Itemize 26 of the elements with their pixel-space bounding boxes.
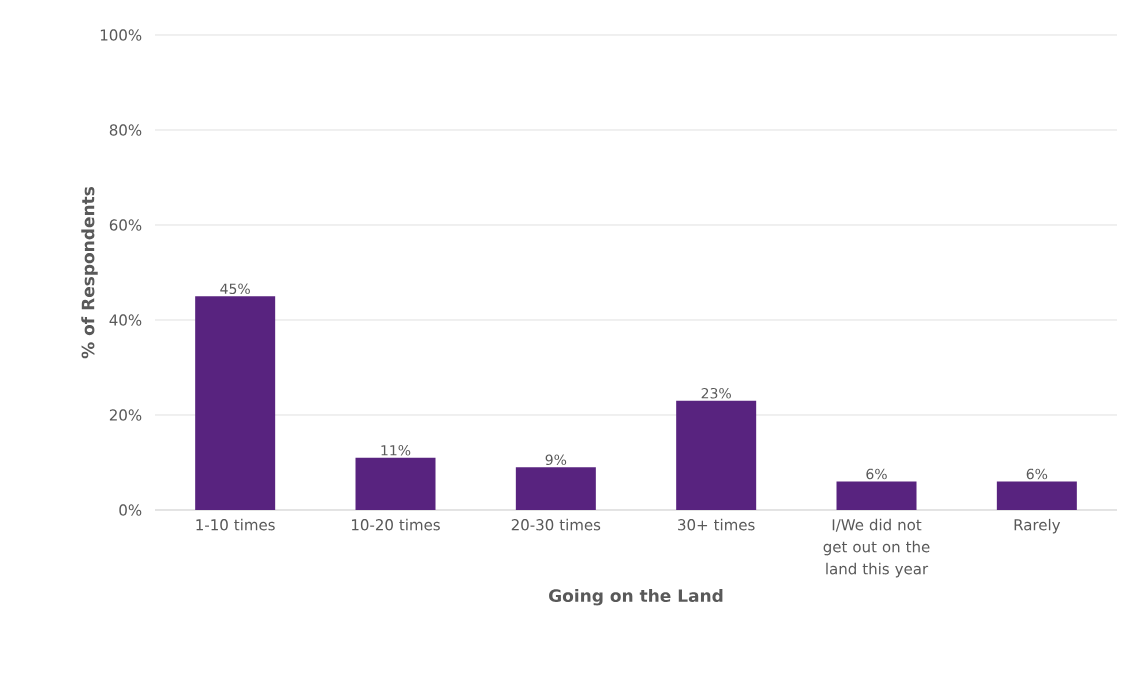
y-tick-label: 80% xyxy=(109,124,142,136)
y-axis-title: % of Respondents xyxy=(81,186,98,359)
x-tick-label: 30+ times xyxy=(678,518,755,531)
y-tick-label: 100% xyxy=(100,29,142,41)
x-axis-title: Going on the Land xyxy=(549,588,723,606)
data-label: 6% xyxy=(1026,468,1048,480)
y-tick-label: 60% xyxy=(109,219,142,231)
data-label: 6% xyxy=(866,468,887,480)
bar xyxy=(355,457,436,510)
y-tick-label: 20% xyxy=(109,409,142,421)
data-label: 11% xyxy=(381,444,411,456)
bar xyxy=(836,481,917,510)
x-tick-label: 10-20 times xyxy=(352,518,440,531)
data-label: 9% xyxy=(545,454,567,466)
y-tick-label: 40% xyxy=(109,314,142,326)
y-tick-label: 0% xyxy=(119,504,142,516)
x-tick-label: I/We did not get out on the land this year xyxy=(823,518,930,578)
bar xyxy=(515,467,596,510)
bar xyxy=(996,481,1077,510)
data-label: 45% xyxy=(220,283,250,295)
data-label: 23% xyxy=(701,387,731,399)
x-tick-label: Rarely xyxy=(1014,518,1061,534)
x-tick-label: 20-30 times xyxy=(511,518,601,531)
x-tick-label: 1-10 times xyxy=(196,518,275,531)
bar xyxy=(195,296,276,510)
bar xyxy=(676,400,757,510)
